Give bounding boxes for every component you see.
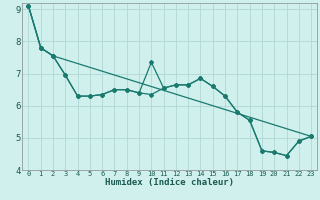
X-axis label: Humidex (Indice chaleur): Humidex (Indice chaleur) (105, 178, 234, 187)
